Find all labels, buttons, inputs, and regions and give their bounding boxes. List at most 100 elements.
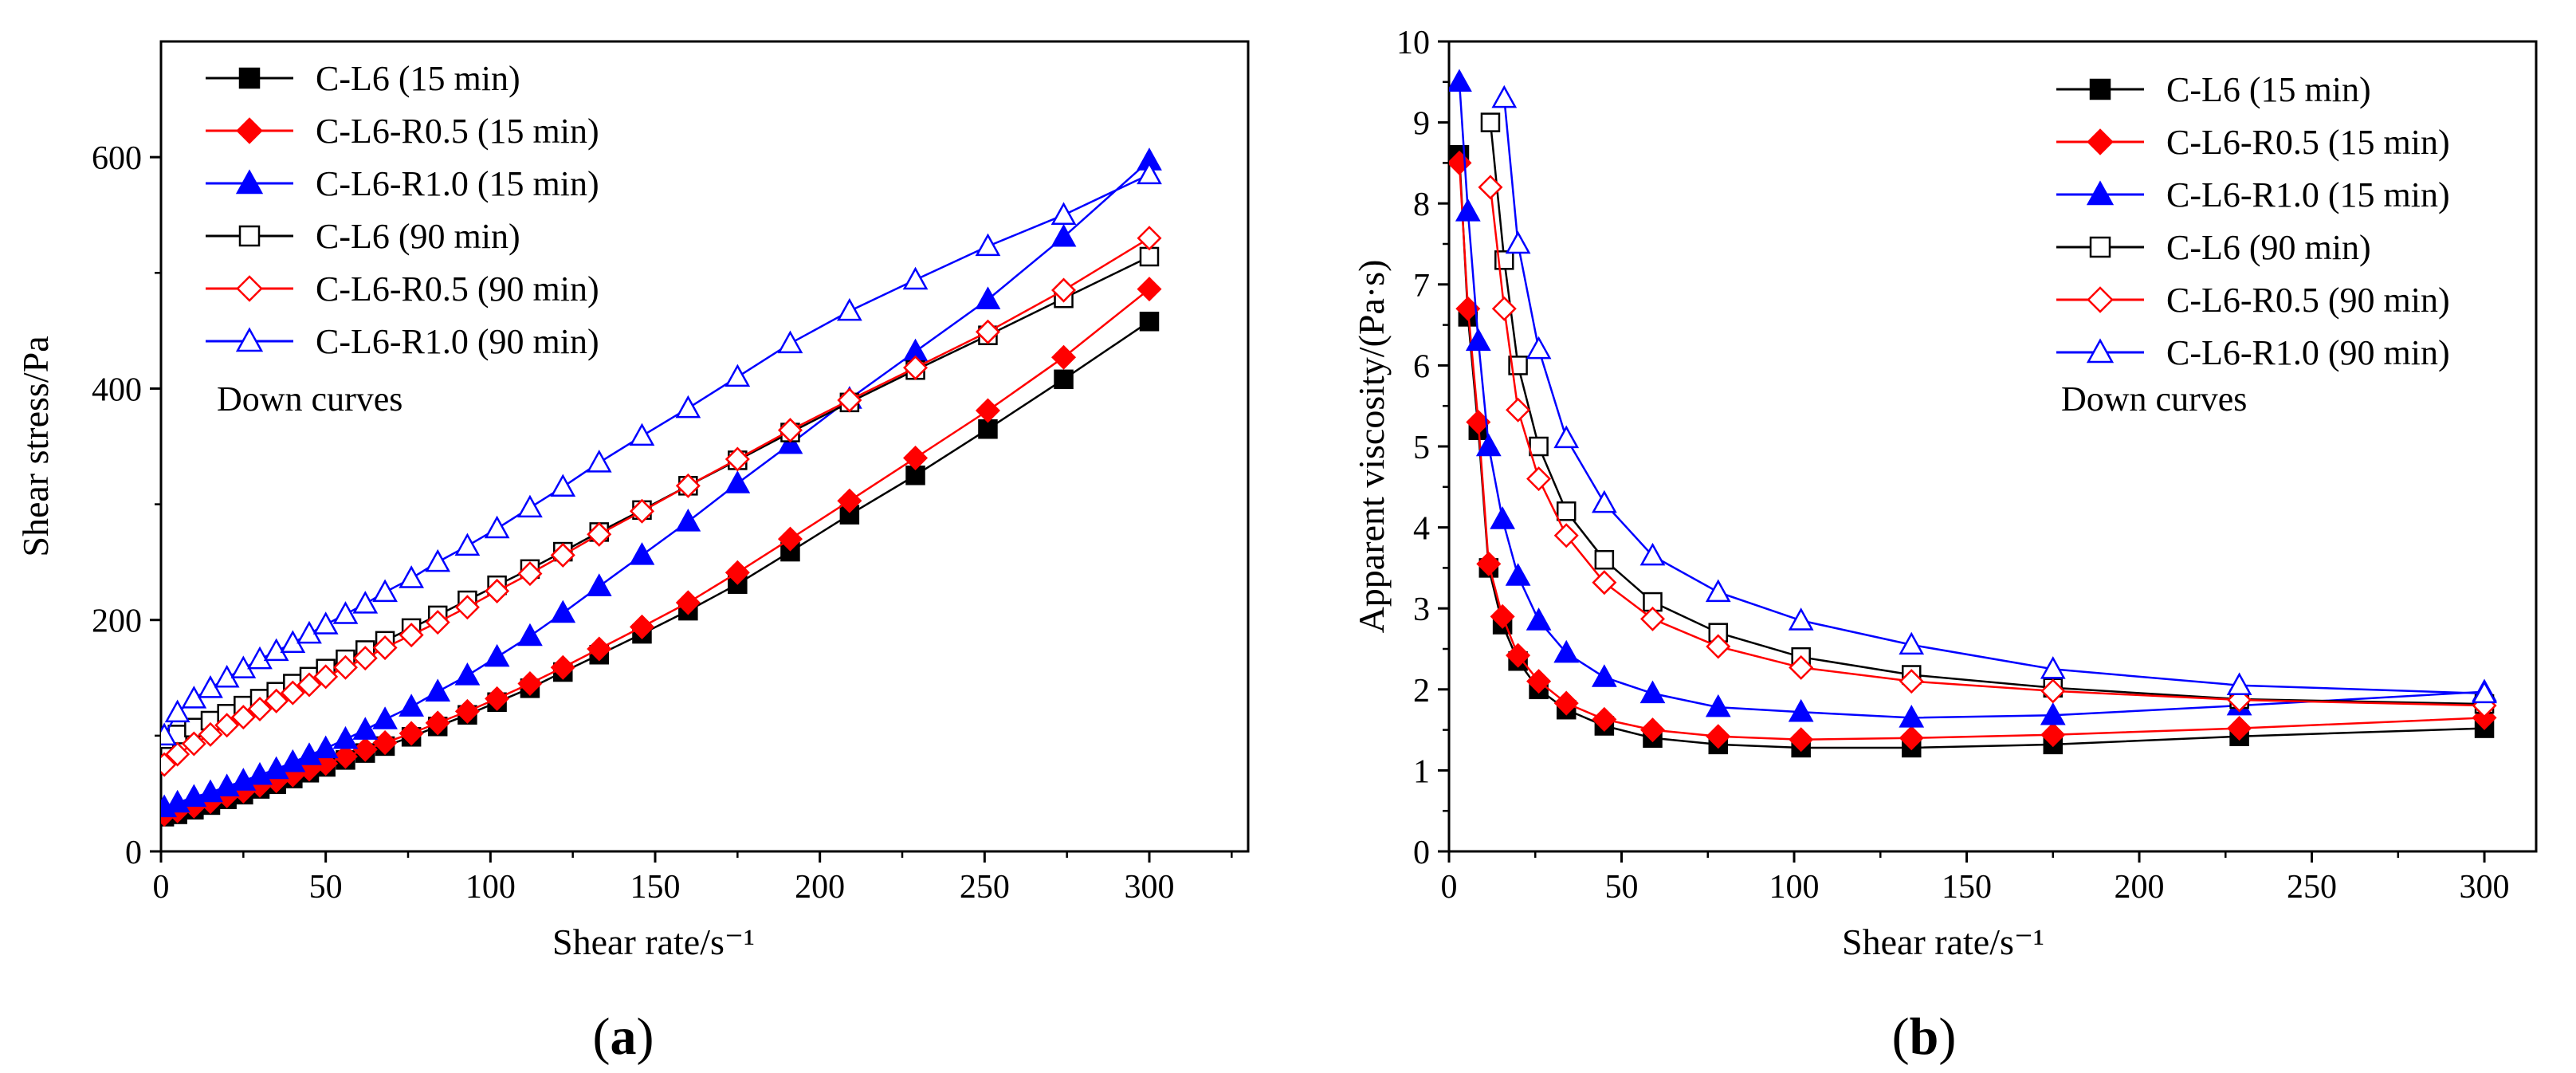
series-line bbox=[1458, 163, 2485, 741]
data-point bbox=[1705, 694, 1731, 717]
x-ticks-b: 0 50 100 150 200 250 300 bbox=[1441, 851, 2510, 906]
data-point bbox=[517, 561, 543, 587]
panel-b: 0 50 100 150 200 250 300 0 1 2 3 4 5 6 7 8 9 10 Apparent… bbox=[1351, 25, 2538, 1066]
data-point bbox=[2040, 702, 2066, 725]
data-point bbox=[675, 395, 701, 419]
data-point bbox=[454, 662, 481, 686]
data-point bbox=[2040, 678, 2066, 704]
data-point bbox=[903, 355, 929, 380]
data-point bbox=[1050, 202, 1077, 225]
data-point bbox=[1508, 356, 1528, 375]
data-point bbox=[1899, 705, 1925, 728]
data-point bbox=[1449, 69, 1472, 92]
data-point bbox=[1526, 669, 1552, 694]
y-tick-label: 7 bbox=[1413, 268, 1430, 305]
data-point bbox=[372, 635, 398, 661]
data-point bbox=[550, 474, 576, 497]
legend-label: C-L6-R0.5 (15 min) bbox=[316, 112, 599, 151]
series-b bbox=[1449, 69, 2497, 758]
legend-marker bbox=[236, 275, 263, 302]
legend-label: C-L6 (15 min) bbox=[2166, 70, 2371, 109]
data-point bbox=[629, 498, 654, 524]
data-point bbox=[550, 654, 575, 680]
data-point bbox=[280, 680, 305, 706]
data-point bbox=[1137, 226, 1162, 251]
series-c-l6-90-min bbox=[161, 246, 1160, 749]
data-point bbox=[1899, 725, 1924, 751]
y-tick-label: 9 bbox=[1413, 106, 1430, 143]
data-point bbox=[1490, 506, 1515, 529]
series-c-l6-r0-5-15-min bbox=[1449, 150, 2497, 753]
data-point bbox=[425, 678, 451, 702]
data-point bbox=[777, 526, 803, 552]
data-point bbox=[181, 731, 206, 757]
data-point bbox=[675, 509, 701, 532]
legend-marker bbox=[238, 225, 261, 247]
data-point bbox=[550, 599, 576, 623]
data-point bbox=[1639, 542, 1666, 566]
data-point bbox=[399, 565, 425, 588]
data-point bbox=[1639, 606, 1665, 631]
data-point bbox=[517, 623, 543, 647]
y-tick-label: 2 bbox=[1413, 673, 1430, 709]
data-point bbox=[399, 694, 425, 717]
data-point bbox=[629, 542, 655, 565]
data-point bbox=[1592, 706, 1617, 732]
data-point bbox=[978, 419, 998, 439]
legend-marker bbox=[238, 67, 261, 89]
data-point bbox=[1556, 501, 1577, 521]
data-point bbox=[352, 646, 378, 671]
annotation-a: Down curves bbox=[217, 379, 402, 419]
data-point bbox=[230, 705, 256, 730]
data-point bbox=[165, 741, 190, 767]
data-point bbox=[1491, 296, 1517, 321]
y-ticks-b: 0 1 2 3 4 5 6 7 8 9 10 bbox=[1396, 25, 1449, 871]
legend-marker bbox=[2087, 128, 2114, 155]
data-point bbox=[332, 725, 359, 749]
data-point bbox=[312, 611, 339, 635]
legend-label: C-L6-R1.0 (90 min) bbox=[316, 322, 599, 361]
data-point bbox=[777, 430, 803, 454]
y-tick-label: 5 bbox=[1413, 430, 1430, 466]
data-point bbox=[161, 752, 177, 777]
data-point bbox=[352, 591, 379, 614]
data-point bbox=[1529, 436, 1549, 457]
data-point bbox=[517, 494, 543, 518]
panel-letter-a: a bbox=[611, 1008, 637, 1066]
legend-marker bbox=[2087, 286, 2114, 313]
series-c-l6-r0-5-90-min bbox=[161, 226, 1162, 777]
data-point bbox=[1789, 654, 1814, 680]
data-point bbox=[214, 713, 240, 738]
data-point bbox=[1594, 549, 1615, 570]
x-axis-label-b: Shear rate/s⁻¹ bbox=[1842, 922, 2044, 962]
data-point bbox=[485, 578, 510, 603]
data-point bbox=[1475, 433, 1502, 457]
x-tick-label: 300 bbox=[2460, 869, 2510, 906]
data-point bbox=[1526, 466, 1552, 492]
x-tick-label: 100 bbox=[465, 869, 516, 906]
data-point bbox=[777, 330, 803, 354]
data-point bbox=[1788, 607, 1814, 631]
data-point bbox=[1553, 425, 1580, 449]
data-point bbox=[1455, 198, 1481, 222]
data-point bbox=[724, 560, 750, 585]
data-point bbox=[399, 623, 424, 648]
data-point bbox=[587, 636, 612, 662]
data-point bbox=[1591, 489, 1617, 513]
legend-a: C-L6 (15 min) C-L6-R0.5 (15 min) C-L6-R1.0… bbox=[206, 59, 599, 361]
legend-label: C-L6-R1.0 (15 min) bbox=[2166, 175, 2450, 214]
legend-label: C-L6 (90 min) bbox=[316, 217, 520, 256]
data-point bbox=[296, 672, 322, 698]
legend-marker bbox=[2086, 180, 2115, 206]
legend-label: C-L6 (15 min) bbox=[316, 59, 520, 98]
data-point bbox=[425, 548, 451, 572]
y-tick-label: 3 bbox=[1413, 592, 1430, 628]
y-tick-label: 10 bbox=[1396, 25, 1430, 61]
data-point bbox=[1788, 698, 1814, 722]
data-point bbox=[1137, 277, 1162, 302]
x-tick-label: 150 bbox=[630, 869, 681, 906]
series-line bbox=[163, 173, 1150, 737]
series-c-l6-r1-0-90-min bbox=[161, 161, 1162, 746]
data-point bbox=[675, 590, 701, 615]
data-point bbox=[164, 699, 190, 723]
